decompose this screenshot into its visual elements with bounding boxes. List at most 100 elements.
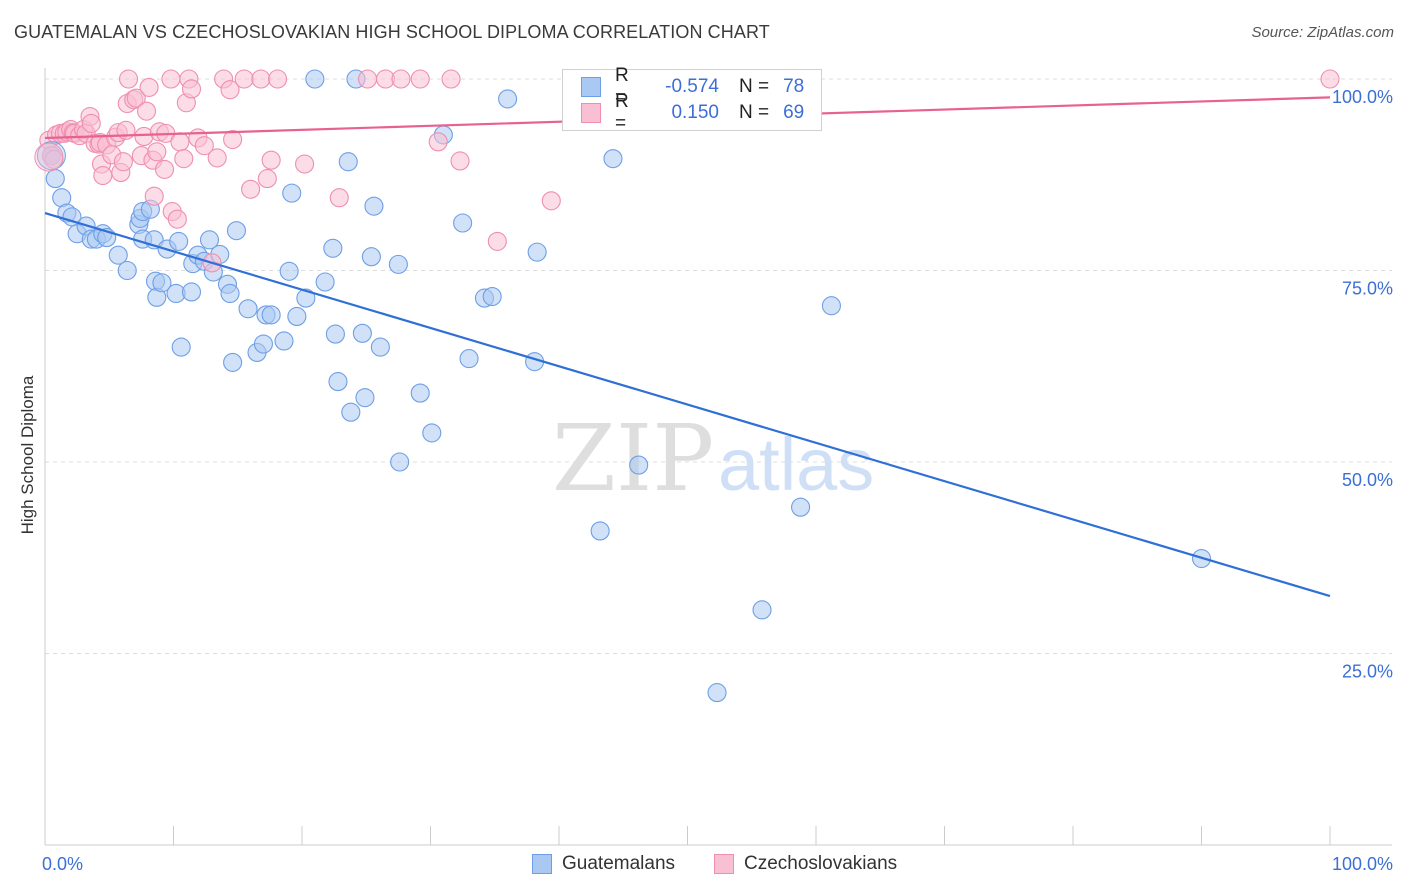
point-guatemalans [261, 305, 281, 325]
point-guatemalans [287, 306, 307, 327]
series-legend-czechoslovakians[interactable]: Czechoslovakians [714, 851, 897, 877]
x-tick-label: 0.0% [42, 854, 83, 874]
legend-r-label: R = [615, 91, 629, 134]
watermark: ZIPatlas [552, 405, 874, 512]
chart-title: GUATEMALAN VS CZECHOSLOVAKIAN HIGH SCHOO… [14, 22, 770, 42]
point-czechoslovakians [34, 142, 64, 172]
y-tick-label: 75.0% [1342, 279, 1393, 299]
point-guatemalans [370, 337, 390, 357]
point-guatemalans [388, 254, 408, 274]
point-guatemalans [355, 388, 375, 408]
point-czechoslovakians [234, 69, 254, 89]
y-axis-label: High School Diploma [18, 375, 37, 535]
series-legend-label: Czechoslovakians [744, 853, 898, 874]
point-guatemalans [603, 149, 623, 169]
x-tick-label: 100.0% [1332, 854, 1393, 874]
point-czechoslovakians [147, 142, 167, 162]
point-guatemalans [707, 683, 727, 703]
point-guatemalans [305, 69, 325, 89]
legend-n-label: N = [739, 102, 770, 123]
point-czechoslovakians [139, 77, 159, 97]
point-guatemalans [459, 349, 479, 369]
point-czechoslovakians [126, 88, 146, 108]
point-guatemalans [325, 324, 345, 344]
point-guatemalans [108, 245, 128, 265]
point-guatemalans [482, 286, 502, 307]
grid-lines [45, 78, 1392, 654]
point-czechoslovakians [357, 69, 378, 89]
legend-swatch-pink [714, 854, 734, 874]
point-czechoslovakians [144, 186, 164, 206]
point-guatemalans [364, 196, 384, 216]
series-legend-guatemalans[interactable]: Guatemalans [532, 851, 675, 877]
point-guatemalans [199, 230, 220, 250]
point-czechoslovakians [220, 80, 240, 100]
point-guatemalans [315, 272, 335, 292]
point-guatemalans [410, 383, 430, 403]
point-guatemalans [171, 337, 191, 357]
point-czechoslovakians [241, 179, 261, 199]
point-guatemalans [791, 497, 811, 517]
legend-r-value: 0.150 [671, 102, 719, 123]
y-tick-label: 25.0% [1342, 662, 1393, 682]
point-czechoslovakians [81, 113, 101, 133]
point-guatemalans [821, 296, 841, 316]
legend-swatch-blue [581, 77, 601, 97]
point-czechoslovakians [174, 149, 194, 169]
point-czechoslovakians [181, 79, 202, 99]
watermark-atlas: atlas [718, 423, 874, 506]
point-guatemalans [36, 141, 66, 171]
point-guatemalans [323, 238, 343, 258]
point-guatemalans [226, 221, 247, 241]
point-czechoslovakians [541, 191, 561, 211]
point-czechoslovakians [113, 152, 133, 172]
point-guatemalans [590, 521, 610, 541]
point-czechoslovakians [194, 136, 214, 156]
point-guatemalans [361, 247, 381, 267]
point-czechoslovakians [167, 209, 187, 229]
point-guatemalans [253, 334, 274, 354]
legend-row-czechoslovakians: R = 0.150 N = 69 [581, 91, 804, 134]
point-czechoslovakians [170, 132, 190, 152]
correlation-legend: R = -0.574 N = 78 R = 0.150 N = 69 [562, 65, 822, 134]
point-czechoslovakians [251, 69, 271, 89]
point-guatemalans [223, 352, 243, 372]
point-guatemalans [274, 331, 294, 351]
legend-swatch-blue [532, 854, 552, 874]
trend-lines [44, 96, 1331, 598]
y-tick-label: 50.0% [1342, 470, 1393, 490]
point-guatemalans [498, 89, 518, 109]
legend-r-value: -0.574 [665, 76, 719, 97]
point-czechoslovakians [261, 150, 281, 170]
data-points [34, 69, 1340, 703]
source-text: Source: ZipAtlas.com [1251, 24, 1394, 41]
point-guatemalans [45, 169, 65, 189]
point-czechoslovakians [268, 69, 288, 89]
point-czechoslovakians [136, 101, 157, 121]
point-guatemalans [169, 231, 189, 251]
point-guatemalans [181, 282, 202, 302]
legend-n-label: N = [739, 76, 770, 97]
point-guatemalans [629, 455, 649, 475]
point-guatemalans [338, 152, 358, 172]
point-guatemalans [220, 283, 240, 304]
point-guatemalans [422, 423, 442, 443]
point-guatemalans [117, 260, 137, 281]
point-czechoslovakians [154, 159, 175, 179]
point-czechoslovakians [93, 165, 113, 186]
series-legend-label: Guatemalans [562, 853, 676, 874]
axes [44, 68, 1392, 846]
legend-swatch-pink [581, 103, 601, 123]
point-guatemalans [282, 183, 302, 203]
point-czechoslovakians [295, 154, 315, 174]
point-czechoslovakians [410, 69, 430, 89]
point-guatemalans [152, 273, 172, 293]
point-czechoslovakians [391, 69, 411, 89]
legend-r-label: R = [615, 65, 629, 108]
point-guatemalans [341, 402, 361, 422]
point-guatemalans [352, 323, 372, 343]
legend-n-value: 78 [783, 76, 805, 97]
point-guatemalans [328, 372, 348, 392]
point-guatemalans [390, 452, 410, 472]
point-guatemalans [453, 213, 473, 233]
